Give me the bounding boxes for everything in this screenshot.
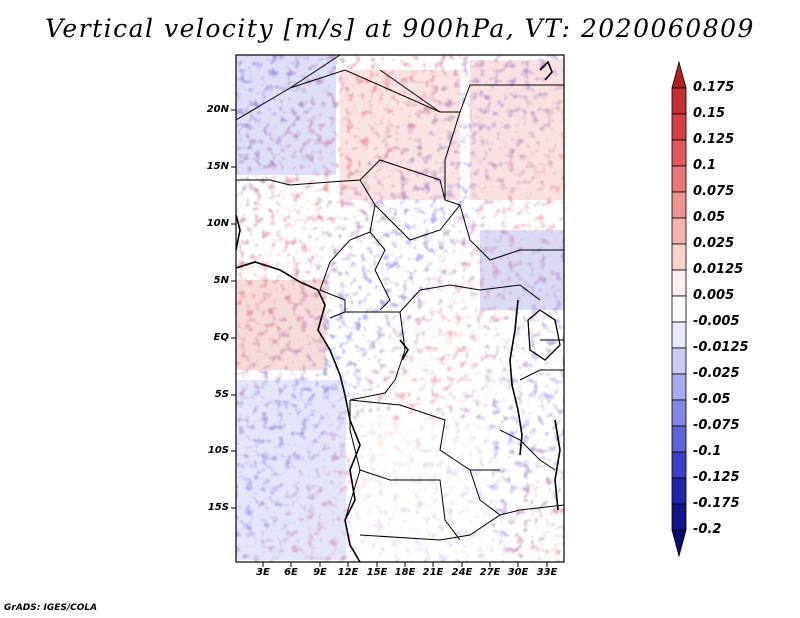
colorbar-segment <box>671 399 687 427</box>
colorbar-label: 0.125 <box>693 132 735 147</box>
colorbar-segment <box>671 373 687 401</box>
lon-label-33e: 33E <box>536 567 558 578</box>
colorbar-segment <box>671 425 687 453</box>
colorbar-segment <box>671 347 687 375</box>
colorbar-label: -0.1 <box>693 444 722 459</box>
colorbar <box>671 60 687 558</box>
lat-label-15s: 15S <box>207 502 229 513</box>
colorbar-label: 0.025 <box>693 236 735 251</box>
colorbar-segment <box>671 139 687 167</box>
colorbar-label: -0.0125 <box>693 340 749 355</box>
colorbar-segment <box>671 243 687 271</box>
colorbar-top-arrow <box>671 60 687 89</box>
map-frame <box>235 54 565 563</box>
lon-label-21e: 21E <box>422 567 444 578</box>
coastlines-lakes <box>236 60 561 562</box>
lat-label-15n: 15N <box>206 161 229 172</box>
lat-label-5s: 5S <box>214 389 229 400</box>
lon-label-3e: 3E <box>256 567 270 578</box>
lat-label-10s: 10S <box>207 445 229 456</box>
colorbar-segment <box>671 191 687 219</box>
colorbar-label: -0.05 <box>693 392 731 407</box>
colorbar-label: 0.0125 <box>693 262 744 277</box>
colorbar-label: -0.075 <box>693 418 740 433</box>
lon-label-18e: 18E <box>394 567 416 578</box>
lat-label-eq: EQ <box>213 332 229 343</box>
colorbar-segment <box>671 165 687 193</box>
colorbar-label: 0.1 <box>693 158 717 173</box>
colorbar-segment <box>671 269 687 297</box>
lon-label-27e: 27E <box>479 567 501 578</box>
colorbar-label: -0.125 <box>693 470 740 485</box>
colorbar-label: -0.2 <box>693 522 722 537</box>
colorbar-bottom-arrow <box>671 529 687 558</box>
lon-label-30e: 30E <box>507 567 529 578</box>
colorbar-segment <box>671 295 687 323</box>
colorbar-label: 0.175 <box>693 80 735 95</box>
plot-title: Vertical velocity [m/s] at 900hPa, VT: 2… <box>45 14 755 43</box>
colorbar-label: 0.15 <box>693 106 726 121</box>
colorbar-segment <box>671 451 687 479</box>
lon-label-9e: 9E <box>313 567 327 578</box>
colorbar-segment <box>671 87 687 115</box>
colorbar-label: 0.075 <box>693 184 735 199</box>
colorbar-segment <box>671 113 687 141</box>
lat-label-20n: 20N <box>206 104 229 115</box>
lon-label-15e: 15E <box>366 567 388 578</box>
colorbar-label: -0.025 <box>693 366 740 381</box>
lon-label-6e: 6E <box>284 567 298 578</box>
lat-label-5n: 5N <box>213 275 229 286</box>
axis-ticks <box>231 109 548 567</box>
colorbar-label: -0.175 <box>693 496 740 511</box>
footer-credit: GrADS: IGES/COLA <box>4 603 98 613</box>
lat-label-10n: 10N <box>206 218 229 229</box>
colorbar-label: 0.005 <box>693 288 735 303</box>
lon-label-24e: 24E <box>451 567 473 578</box>
colorbar-segment <box>671 321 687 349</box>
velocity-field <box>236 55 564 562</box>
colorbar-label: -0.005 <box>693 314 740 329</box>
colorbar-segment <box>671 503 687 531</box>
colorbar-label: 0.05 <box>693 210 726 225</box>
colorbar-segment <box>671 477 687 505</box>
lon-label-12e: 12E <box>337 567 359 578</box>
colorbar-segment <box>671 217 687 245</box>
